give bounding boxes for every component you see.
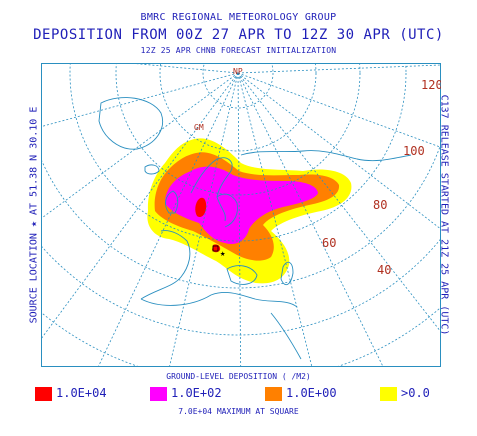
- meridian: [237, 72, 441, 230]
- latitude-circle: [115, 63, 361, 196]
- maximum-square-marker: [212, 245, 219, 252]
- contour-1e2: [165, 166, 318, 245]
- longitude-label-100: 100: [403, 144, 425, 158]
- legend-label-1e4: 1.0E+04: [56, 386, 107, 400]
- graticule: [41, 63, 441, 367]
- legend-swatch-above-zero: [380, 387, 397, 401]
- meridian: [97, 72, 239, 367]
- latitude-circle: [69, 63, 407, 242]
- map-subtitle: 12Z 25 APR CHNB FORECAST INITIALIZATION: [140, 46, 337, 55]
- coastline-british-isles: [165, 190, 179, 214]
- coastline-arctic: [240, 150, 412, 162]
- latitude-circle: [159, 63, 317, 152]
- legend-swatch-1e2: [150, 387, 167, 401]
- maximum-note: 7.0E+04 MAXIMUM AT SQUARE: [178, 407, 299, 416]
- longitude-label-60: 60: [322, 236, 336, 250]
- meridian: [168, 72, 239, 367]
- meridian: [237, 72, 384, 367]
- legend-label-1e0: 1.0E+00: [286, 386, 337, 400]
- coastline-iceland: [144, 164, 160, 175]
- coastline-greenland: [98, 97, 163, 150]
- meridian: [125, 63, 239, 74]
- contour-1e4: [195, 197, 207, 218]
- coastline-caspian: [280, 261, 294, 286]
- legend-item-above-zero: >0.0: [380, 386, 450, 402]
- source-star-icon: ★: [220, 249, 226, 259]
- legend-swatch-1e0: [265, 387, 282, 401]
- longitude-label-40: 40: [377, 263, 391, 277]
- meridian: [237, 72, 441, 148]
- coastline-black-sea: [226, 265, 258, 285]
- legend-item-1e4: 1.0E+04: [35, 386, 125, 402]
- legend-swatch-1e4: [35, 387, 52, 401]
- legend-item-1e2: 1.0E+02: [150, 386, 240, 402]
- legend-label-above-zero: >0.0: [401, 386, 430, 400]
- longitude-label-80: 80: [373, 198, 387, 212]
- coastline-mediterranean: [140, 292, 298, 308]
- meridian: [237, 72, 441, 333]
- legend-label-1e2: 1.0E+02: [171, 386, 222, 400]
- legend-title: GROUND-LEVEL DEPOSITION ( /M2): [166, 372, 311, 381]
- greenwich-label: GM: [194, 123, 204, 132]
- longitude-label-120: 120: [421, 78, 441, 92]
- meridian: [41, 72, 239, 220]
- meridian: [237, 72, 313, 367]
- north-pole-label: NP: [233, 67, 243, 76]
- source-marker: ★: [212, 245, 226, 259]
- organization-title: BMRC REGIONAL METEOROLOGY GROUP: [140, 12, 337, 23]
- coastline-arabia: [270, 312, 302, 360]
- source-location-label: SOURCE LOCATION ★ AT 51.38 N 30.10 E: [28, 106, 40, 324]
- coastline-europe-west: [140, 230, 191, 300]
- legend-item-1e0: 1.0E+00: [265, 386, 355, 402]
- coastlines: [98, 97, 412, 360]
- coastline-scandinavia: [190, 157, 233, 222]
- deposition-map: NP GM 120 100 80 60 40 ★: [41, 63, 441, 367]
- latitude-circle: [41, 142, 441, 289]
- meridian: [237, 72, 242, 367]
- latitude-circle: [202, 63, 274, 109]
- map-labels: NP GM 120 100 80 60 40: [194, 67, 441, 277]
- meridian: [41, 72, 239, 128]
- coastline-baltic: [216, 193, 238, 228]
- map-title: DEPOSITION FROM 00Z 27 APR TO 12Z 30 APR…: [33, 27, 444, 43]
